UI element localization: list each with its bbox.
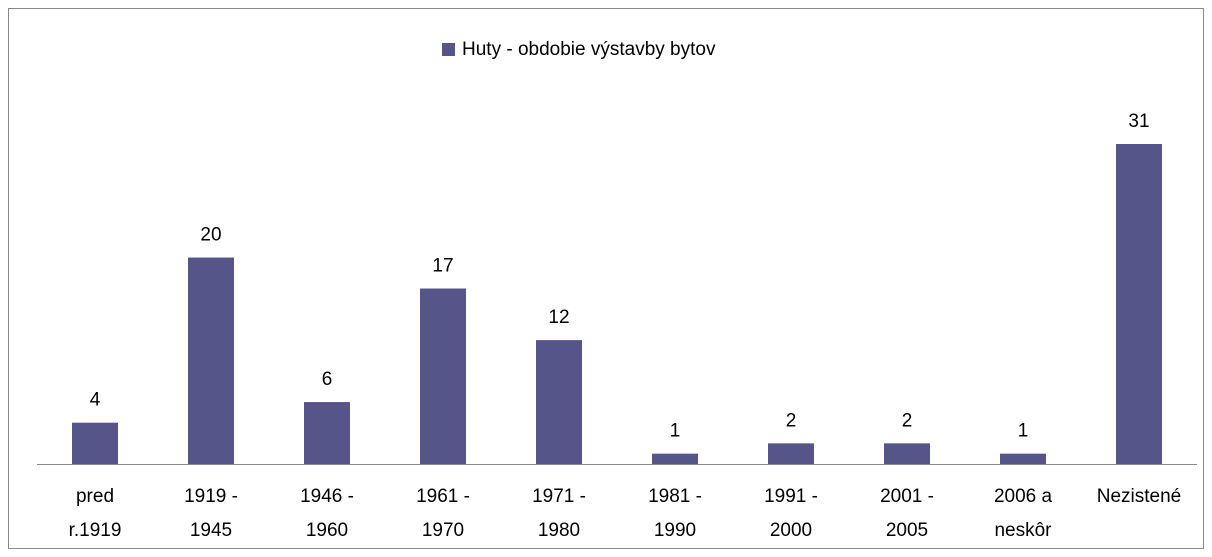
bar [884,443,930,464]
bar [1116,144,1162,464]
x-tick-label: 2006 a neskôr [994,486,1053,541]
x-tick-label: 1991 -2000 [764,486,818,541]
bar [536,340,582,464]
value-label: 12 [548,307,569,328]
value-label: 20 [200,225,221,246]
bar [72,422,118,464]
x-tick-label: 1981 -1990 [648,486,702,541]
x-tick-label: 1946 -1960 [300,486,354,541]
legend-swatch [442,43,455,56]
x-tick-label: 1919 -1945 [184,486,238,541]
value-label: 4 [90,390,101,411]
bar [652,453,698,464]
value-label: 31 [1128,111,1149,132]
legend-label: Huty - obdobie výstavby bytov [462,39,716,60]
value-label: 1 [670,421,681,442]
x-tick-label: 2001 -2005 [880,486,934,541]
x-tick-label: pred r.1919 [69,486,122,541]
bar [768,443,814,464]
value-label: 2 [786,410,797,431]
value-label: 1 [1018,421,1029,442]
value-label: 2 [902,410,913,431]
bar [304,402,350,464]
value-label: 6 [322,369,333,390]
bar [1000,453,1046,464]
value-label: 17 [432,256,453,277]
x-tick-label: 1971 -1980 [532,486,586,541]
x-tick-label: Nezistené [1097,486,1182,507]
x-tick-label: 1961 -1970 [416,486,470,541]
bar [188,257,234,464]
bar [420,288,466,464]
chart-border [8,8,1204,549]
